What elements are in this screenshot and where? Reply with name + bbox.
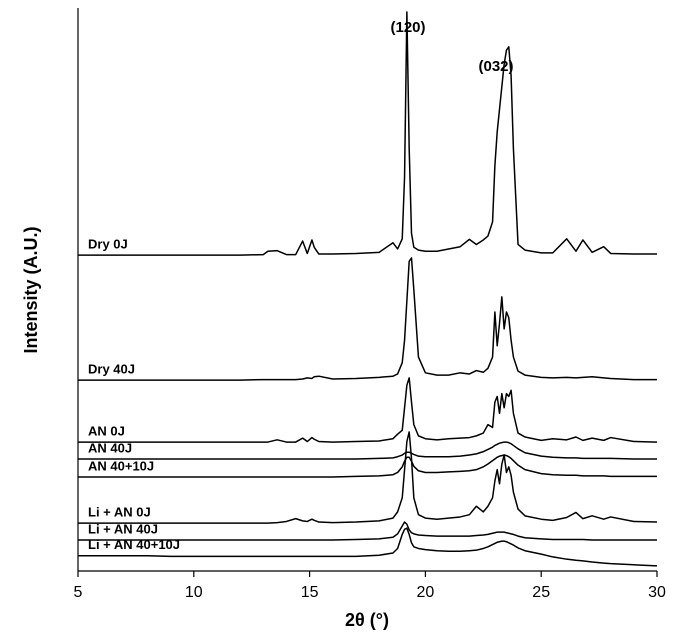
x-axis-title: 2θ (°) xyxy=(345,610,389,630)
series-line xyxy=(78,257,657,381)
series-line xyxy=(78,521,657,541)
x-tick-label: 15 xyxy=(301,584,319,601)
series-line xyxy=(78,11,657,256)
series-label: Li + AN 40J xyxy=(88,521,158,536)
series-line xyxy=(78,441,657,460)
series-label: Li + AN 0J xyxy=(88,505,151,520)
series-line xyxy=(78,454,657,478)
series-label: Dry 40J xyxy=(88,362,135,377)
series-line xyxy=(78,527,658,567)
peak-annotation: (120) xyxy=(390,19,425,36)
series-line xyxy=(78,377,658,443)
x-tick-label: 5 xyxy=(74,584,83,601)
peak-annotation: (032) xyxy=(478,58,513,75)
series-label: AN 0J xyxy=(88,424,125,439)
y-axis-title: Intensity (A.U.) xyxy=(21,226,41,353)
series-label: AN 40J xyxy=(88,440,132,455)
series-label: Dry 0J xyxy=(88,237,128,252)
x-tick-label: 20 xyxy=(417,584,435,601)
series-label: AN 40+10J xyxy=(88,458,154,473)
x-tick-label: 10 xyxy=(185,584,203,601)
x-tick-label: 25 xyxy=(532,584,550,601)
series-label: Li + AN 40+10J xyxy=(88,537,180,552)
series-line xyxy=(78,431,658,524)
x-tick-label: 30 xyxy=(648,584,666,601)
